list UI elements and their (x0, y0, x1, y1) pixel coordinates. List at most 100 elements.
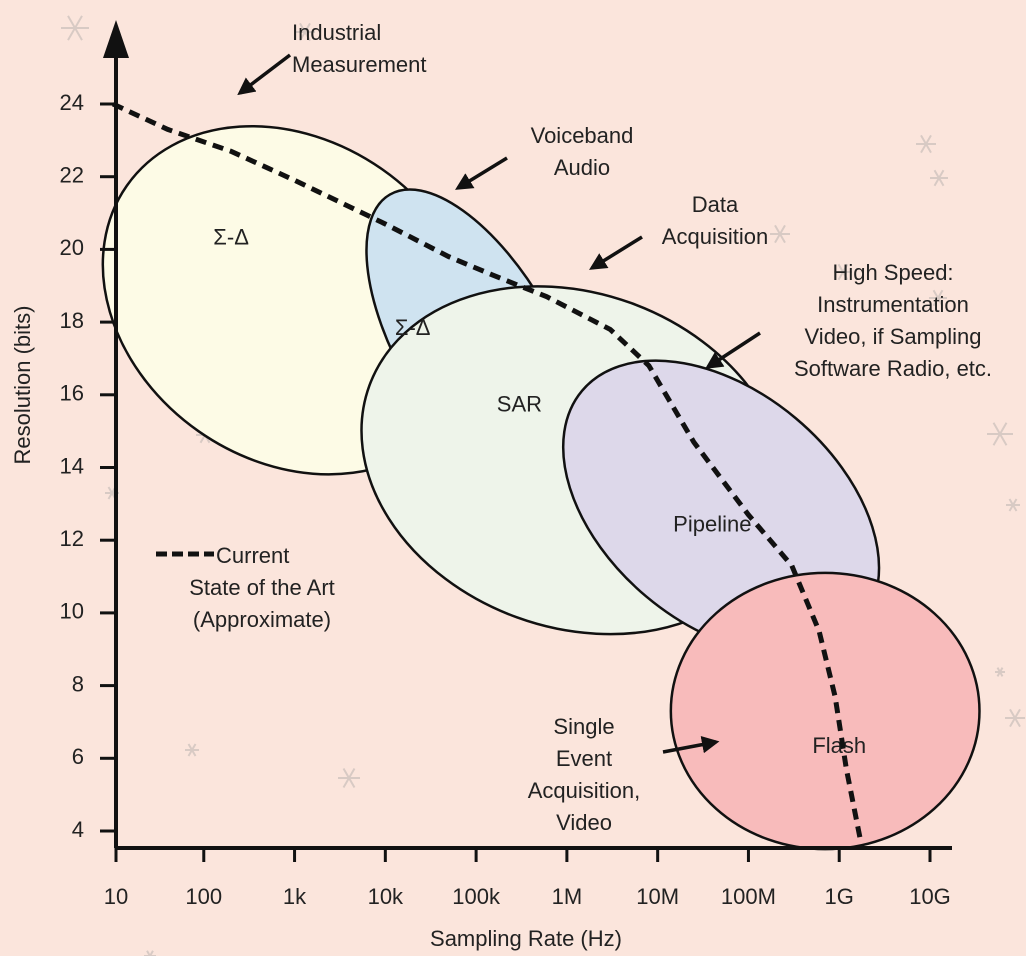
snowflake-arm (187, 743, 197, 757)
region-label-flash: Flash (812, 733, 866, 758)
snowflake-icon (61, 15, 89, 41)
y-tick-label: 8 (72, 671, 84, 696)
x-tick-label: 10M (636, 884, 679, 909)
snowflake-arm (920, 134, 932, 154)
snowflake-icon (185, 743, 199, 757)
x-tick-label: 100 (185, 884, 222, 909)
annotation-line: Video, if Sampling (805, 324, 982, 349)
annotation-data-acq: Data Acquisition (589, 192, 768, 270)
y-axis-title: Resolution (bits) (10, 306, 35, 465)
x-axis-title: Sampling Rate (Hz) (430, 926, 622, 951)
snowflake-arm (1008, 498, 1018, 512)
region-label-sigma-delta-voiceband: Σ-Δ (395, 315, 431, 340)
x-tick-label: 100M (721, 884, 776, 909)
snowflake-arm (774, 224, 786, 244)
x-tick-label: 10G (909, 884, 951, 909)
snowflake-icon (338, 767, 360, 789)
annotation-line: Video (556, 810, 612, 835)
snowflake-arm (342, 767, 356, 789)
snowflake-arm (992, 422, 1008, 446)
snowflake-arm (933, 169, 945, 187)
snowflake-arm (299, 22, 311, 42)
annotation-line: Voiceband (531, 123, 634, 148)
snowflake-icon (987, 422, 1013, 446)
snowflake-arm (67, 15, 83, 41)
snowflake-arm (920, 134, 932, 154)
y-tick-label: 18 (60, 308, 84, 333)
snowflake-icon (916, 134, 936, 154)
annotation-line: Event (556, 746, 612, 771)
annotation-line: Software Radio, etc. (794, 356, 992, 381)
snowflake-arm (187, 743, 197, 757)
annotation-industrial: Industrial Measurement (237, 20, 427, 96)
region-label-sar: SAR (497, 392, 542, 417)
annotation-arrow-icon (705, 331, 761, 369)
snowflake-arm (837, 263, 849, 281)
annotation-single-event: Single Event Acquisition, Video (528, 714, 720, 835)
x-tick-label: 1G (825, 884, 854, 909)
y-tick-label: 20 (60, 235, 84, 260)
annotation-line: Audio (554, 155, 610, 180)
snowflake-icon (770, 224, 790, 244)
snowflake-icon (144, 950, 156, 956)
snowflake-arm (146, 950, 154, 956)
snowflake-arm (932, 289, 944, 307)
snowflake-arm (342, 767, 356, 789)
region-label-sigma-delta-industrial: Σ-Δ (213, 224, 249, 249)
annotation-line: Instrumentation (817, 292, 969, 317)
snowflake-arm (1008, 498, 1018, 512)
snowflake-icon (834, 263, 852, 281)
region-label-pipeline: Pipeline (673, 511, 751, 536)
snowflake-arm (1009, 708, 1021, 728)
snowflake-arm (1009, 708, 1021, 728)
x-tick-label: 1M (552, 884, 583, 909)
snowflake-icon (295, 22, 315, 42)
snowflake-icon (1005, 708, 1025, 728)
legend-line: Current (216, 543, 289, 568)
annotation-high-speed: High Speed: Instrumentation Video, if Samp… (705, 260, 992, 381)
region-flash (669, 571, 981, 851)
annotation-arrow-icon (662, 735, 720, 754)
snowflake-arm (299, 22, 311, 42)
legend-line: State of the Art (189, 575, 335, 600)
series-line (111, 101, 863, 839)
legend: Current State of the Art (Approximate) (156, 543, 335, 632)
snowflake-arm (996, 667, 1004, 677)
series (111, 101, 863, 839)
annotation-line: Single (553, 714, 614, 739)
y-tick-label: 16 (60, 381, 84, 406)
snowflake-icon (929, 289, 947, 307)
y-tick-label: 14 (60, 453, 84, 478)
y-axis-arrow-icon (103, 20, 129, 58)
x-tick-label: 100k (452, 884, 501, 909)
snowflake-arm (992, 422, 1008, 446)
y-tick-label: 10 (60, 599, 84, 624)
annotation-line: High Speed: (832, 260, 953, 285)
annotation-line: Acquisition, (528, 778, 641, 803)
annotation-line: Industrial (292, 20, 381, 45)
snowflake-icon (930, 169, 948, 187)
regions (101, 125, 981, 851)
snowflake-arm (774, 224, 786, 244)
annotation-arrow-icon (589, 235, 643, 270)
snowflake-icon (995, 667, 1005, 677)
snowflake-icon (1006, 498, 1020, 512)
snowflake-arm (67, 15, 83, 41)
annotation-line: Acquisition (662, 224, 768, 249)
x-tick-label: 1k (283, 884, 307, 909)
axes: 4 6 8 10 12 14 16 18 20 22 24 10 100 1k 10k 100k 1M 10M 10… (10, 20, 952, 951)
y-tick-label: 22 (60, 163, 84, 188)
y-tick-label: 6 (72, 744, 84, 769)
annotation-voiceband: Voiceband Audio (455, 123, 634, 190)
snowflake-arm (932, 289, 944, 307)
annotation-line: Data (692, 192, 739, 217)
snowflake-arm (996, 667, 1004, 677)
y-tick-label: 12 (60, 526, 84, 551)
snowflake-arm (146, 950, 154, 956)
annotations: Industrial Measurement Voiceband Audio Data A… (237, 20, 992, 835)
annotation-arrow-icon (237, 53, 292, 96)
legend-line: (Approximate) (193, 607, 331, 632)
x-tick-label: 10k (368, 884, 404, 909)
